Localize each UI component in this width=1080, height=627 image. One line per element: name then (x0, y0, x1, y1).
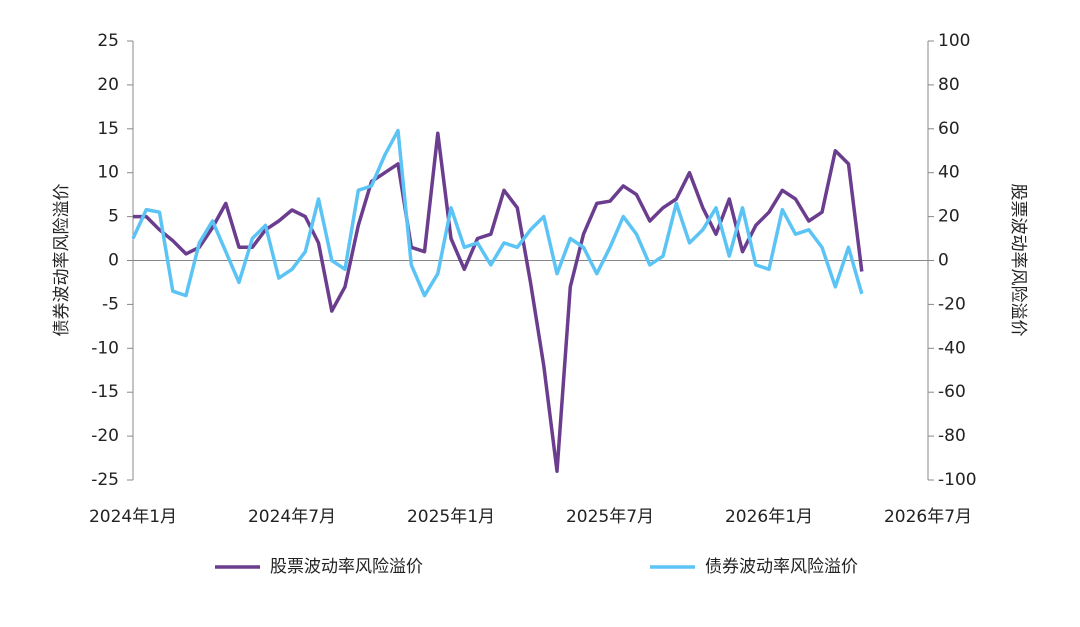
y-tick-label: 0 (108, 251, 119, 271)
y-tick-label: 10 (97, 163, 119, 183)
y2-tick-label: -100 (938, 470, 977, 490)
x-tick-label: 2025年7月 (566, 507, 654, 527)
series-line (131, 128, 864, 298)
x-tick-label: 2024年1月 (89, 507, 177, 527)
y2-tick-label: 0 (938, 251, 949, 271)
y-tick-label: 25 (97, 31, 119, 51)
x-tick-label: 2024年7月 (248, 507, 336, 527)
x-tick-label: 2026年1月 (725, 507, 813, 527)
x-tick-label: 2025年1月 (407, 507, 495, 527)
y-tick-label: -15 (91, 382, 119, 402)
series-line (133, 131, 864, 473)
y2-tick-label: 20 (938, 207, 960, 227)
y-tick-label: -20 (91, 426, 119, 446)
legend-label: 股票波动率风险溢价 (270, 557, 423, 577)
y2-tick-label: 80 (938, 75, 960, 95)
y-tick-label: 20 (97, 75, 119, 95)
y-tick-label: 15 (97, 119, 119, 139)
y-tick-label: -10 (91, 338, 119, 358)
y2-tick-label: 60 (938, 119, 960, 139)
y-tick-label: 5 (108, 207, 119, 227)
legend-label: 债券波动率风险溢价 (705, 557, 858, 577)
y2-tick-label: -80 (938, 426, 966, 446)
y-tick-label: -5 (102, 294, 119, 314)
y2-tick-label: 40 (938, 163, 960, 183)
x-tick-label: 2026年7月 (884, 507, 972, 527)
y2-tick-label: -60 (938, 382, 966, 402)
y2-tick-label: 100 (938, 31, 970, 51)
y2-tick-label: -20 (938, 294, 966, 314)
y-axis-label: 债券波动率风险溢价 (52, 184, 72, 337)
y2-axis-label: 股票波动率风险溢价 (1008, 184, 1028, 337)
y2-tick-label: -40 (938, 338, 966, 358)
y-tick-label: -25 (91, 470, 119, 490)
